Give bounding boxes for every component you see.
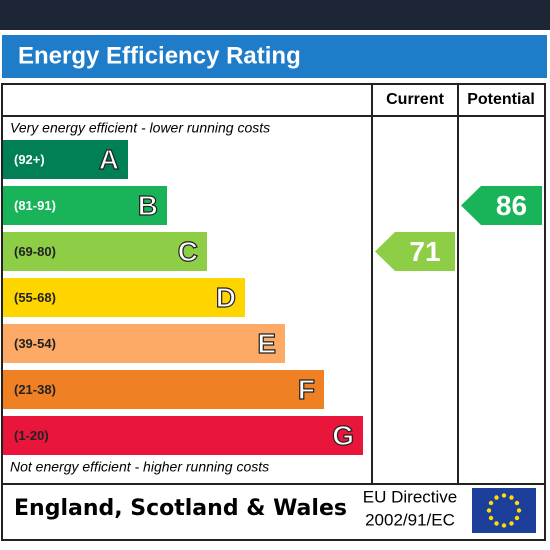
band-letter: F [298, 374, 315, 405]
rating-value: 86 [496, 190, 527, 221]
top-note: Very energy efficient - lower running co… [10, 120, 270, 136]
band-bar [3, 278, 245, 317]
title-bar [2, 35, 547, 78]
band-bar [3, 140, 128, 179]
star [514, 515, 520, 521]
star [494, 495, 499, 500]
column-header: Current [386, 91, 444, 108]
star [514, 500, 520, 506]
rating-arrow [461, 186, 542, 225]
eu-flag [472, 488, 536, 533]
band-bar [3, 324, 285, 363]
band-letter: E [257, 328, 276, 359]
band-letter: D [216, 282, 236, 313]
star [486, 508, 492, 513]
star [509, 521, 514, 526]
table-grid [1, 83, 546, 541]
band-range: (1-20) [14, 428, 49, 443]
band-letter: G [332, 420, 354, 451]
star [501, 523, 507, 528]
band-bar [3, 186, 167, 225]
band-bar [3, 416, 363, 455]
bottom-note: Not energy efficient - higher running co… [10, 459, 269, 475]
band-range: (39-54) [14, 336, 56, 351]
rating-arrow [375, 232, 455, 271]
band-bar [3, 370, 324, 409]
band-letter: C [178, 236, 198, 267]
star [509, 495, 514, 500]
band-range: (81-91) [14, 198, 56, 213]
band-bar [3, 232, 207, 271]
region: England, Scotland & Wales [14, 496, 347, 521]
rating-value: 71 [409, 236, 440, 267]
star [488, 515, 494, 521]
column-header: Potential [467, 91, 535, 108]
star [494, 521, 499, 526]
band-range: (55-68) [14, 290, 56, 305]
directive: EU Directive [363, 487, 457, 506]
star [516, 508, 522, 513]
directive: 2002/91/EC [365, 510, 455, 529]
title: Energy Efficiency Rating [18, 42, 301, 69]
band-letter: B [138, 190, 158, 221]
star [501, 493, 507, 498]
band-range: (21-38) [14, 382, 56, 397]
band-range: (69-80) [14, 244, 56, 259]
star [488, 500, 494, 506]
band-letter: A [99, 144, 119, 175]
band-range: (92+) [14, 152, 45, 167]
